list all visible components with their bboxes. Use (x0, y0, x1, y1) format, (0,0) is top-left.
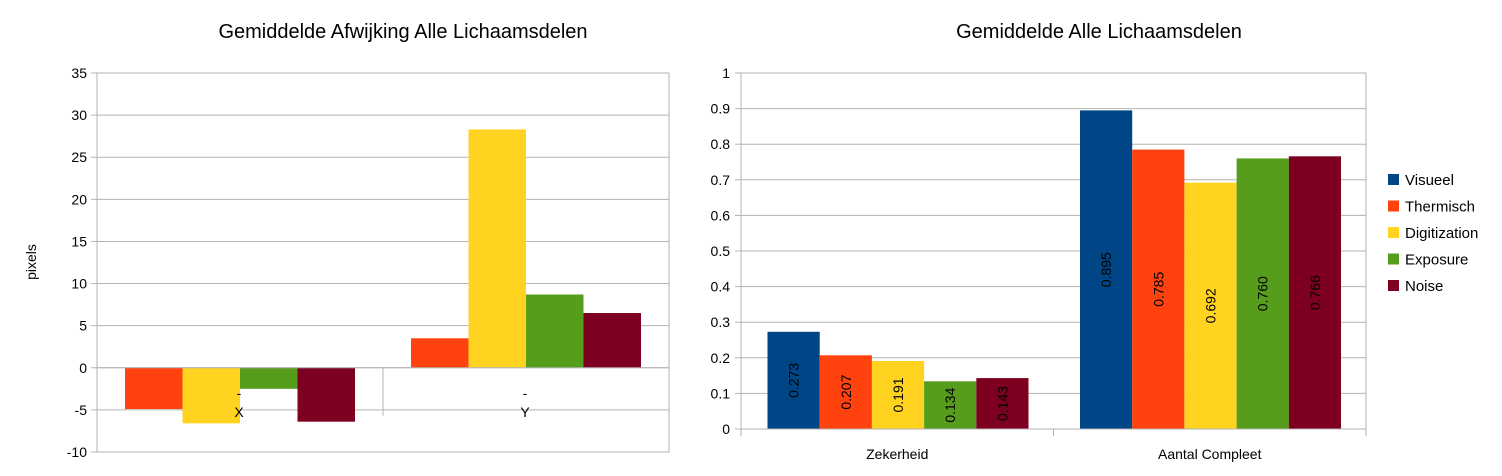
right-y-tick-label: 0.7 (711, 172, 731, 188)
right-bar (1132, 149, 1185, 430)
right-bar (924, 381, 977, 429)
left-y-tick-label: -10 (67, 444, 87, 460)
legend-label: Digitization (1405, 225, 1478, 242)
left-bar (468, 129, 526, 368)
right-y-tick-label: 0.8 (711, 136, 731, 152)
left-plot-area: -10 -5 0 5 10 15 20 25 30 35 - X - Y (67, 65, 670, 460)
left-y-tick-label: 25 (71, 149, 87, 165)
right-bar-data-label: 0.895 (1098, 252, 1114, 287)
right-category-label: Aantal Compleet (1158, 446, 1262, 462)
left-chart-title: Gemiddelde Afwijking Alle Lichaamsdelen (218, 21, 587, 43)
left-bar (182, 367, 240, 424)
right-bar (767, 331, 820, 429)
legend-label: Visueel (1405, 172, 1454, 189)
right-bar-data-label: 0.191 (890, 377, 906, 412)
right-y-tick-label: 0.9 (711, 101, 731, 117)
right-bar (976, 378, 1029, 429)
right-bar (1236, 158, 1289, 429)
left-category-dash: - (523, 385, 528, 401)
right-bar-data-label: 0.785 (1150, 272, 1166, 307)
right-bar-data-label: 0.760 (1255, 276, 1271, 311)
left-y-tick-label: 10 (71, 276, 87, 292)
right-y-tick-label: 0.2 (711, 350, 731, 366)
left-y-tick-label: 15 (71, 233, 87, 249)
left-y-tick-label: 20 (71, 191, 87, 207)
left-bar (583, 313, 641, 368)
right-y-tick-label: 0.3 (711, 314, 731, 330)
left-category-dash: - (237, 385, 242, 401)
left-bar (297, 367, 355, 422)
left-y-tick-label: 5 (79, 318, 87, 334)
right-y-tick-label: 0.5 (711, 243, 731, 259)
right-bar-data-label: 0.273 (786, 363, 802, 398)
left-y-tick-label: -5 (75, 402, 88, 418)
legend-label: Exposure (1405, 252, 1468, 269)
right-bar-data-label: 0.143 (994, 386, 1010, 421)
legend-swatch (1388, 253, 1399, 265)
left-bar (240, 367, 298, 389)
right-chart-title: Gemiddelde Alle Lichaamsdelen (956, 21, 1242, 43)
right-bar-data-label: 0.207 (838, 374, 854, 409)
legend: Visueel Thermisch Digitization Exposure Nois… (1388, 172, 1478, 295)
right-bar (1080, 110, 1133, 429)
left-bar (526, 294, 584, 368)
legend-swatch (1388, 280, 1399, 291)
right-y-tick-label: 0.4 (711, 279, 731, 295)
right-bar (1288, 156, 1341, 429)
left-plot-border (96, 72, 670, 453)
left-y-tick-label: 0 (79, 360, 87, 376)
right-bar-data-label: 0.766 (1307, 275, 1323, 310)
left-y-tick-label: 35 (71, 65, 87, 81)
left-bar (125, 367, 183, 410)
legend-label: Thermisch (1405, 199, 1475, 216)
left-category-label: Y (520, 404, 530, 420)
right-y-tick-label: 1 (722, 65, 730, 81)
right-bar (1184, 182, 1237, 429)
right-bar (871, 361, 925, 429)
right-bar (819, 355, 872, 429)
right-bar-data-label: 0.134 (942, 387, 958, 422)
right-y-tick-label: 0 (722, 421, 730, 437)
left-bar (411, 338, 469, 368)
right-category-label: Zekerheid (866, 446, 928, 462)
legend-swatch (1388, 200, 1399, 212)
left-y-axis-label: pixels (23, 244, 39, 280)
right-y-tick-label: 0.6 (711, 207, 731, 223)
right-bar-data-label: 0.692 (1203, 288, 1219, 323)
left-category-label: X (234, 404, 244, 420)
legend-swatch (1388, 174, 1399, 185)
right-plot-area: 0 0.1 0.2 0.3 0.4 0.5 0.6 0.7 0.8 0.9 1 0.273 0.895 0… (711, 65, 1367, 462)
legend-swatch (1388, 227, 1399, 238)
left-y-tick-label: 30 (71, 107, 87, 123)
right-y-tick-label: 0.1 (711, 385, 731, 401)
legend-label: Noise (1405, 278, 1443, 295)
